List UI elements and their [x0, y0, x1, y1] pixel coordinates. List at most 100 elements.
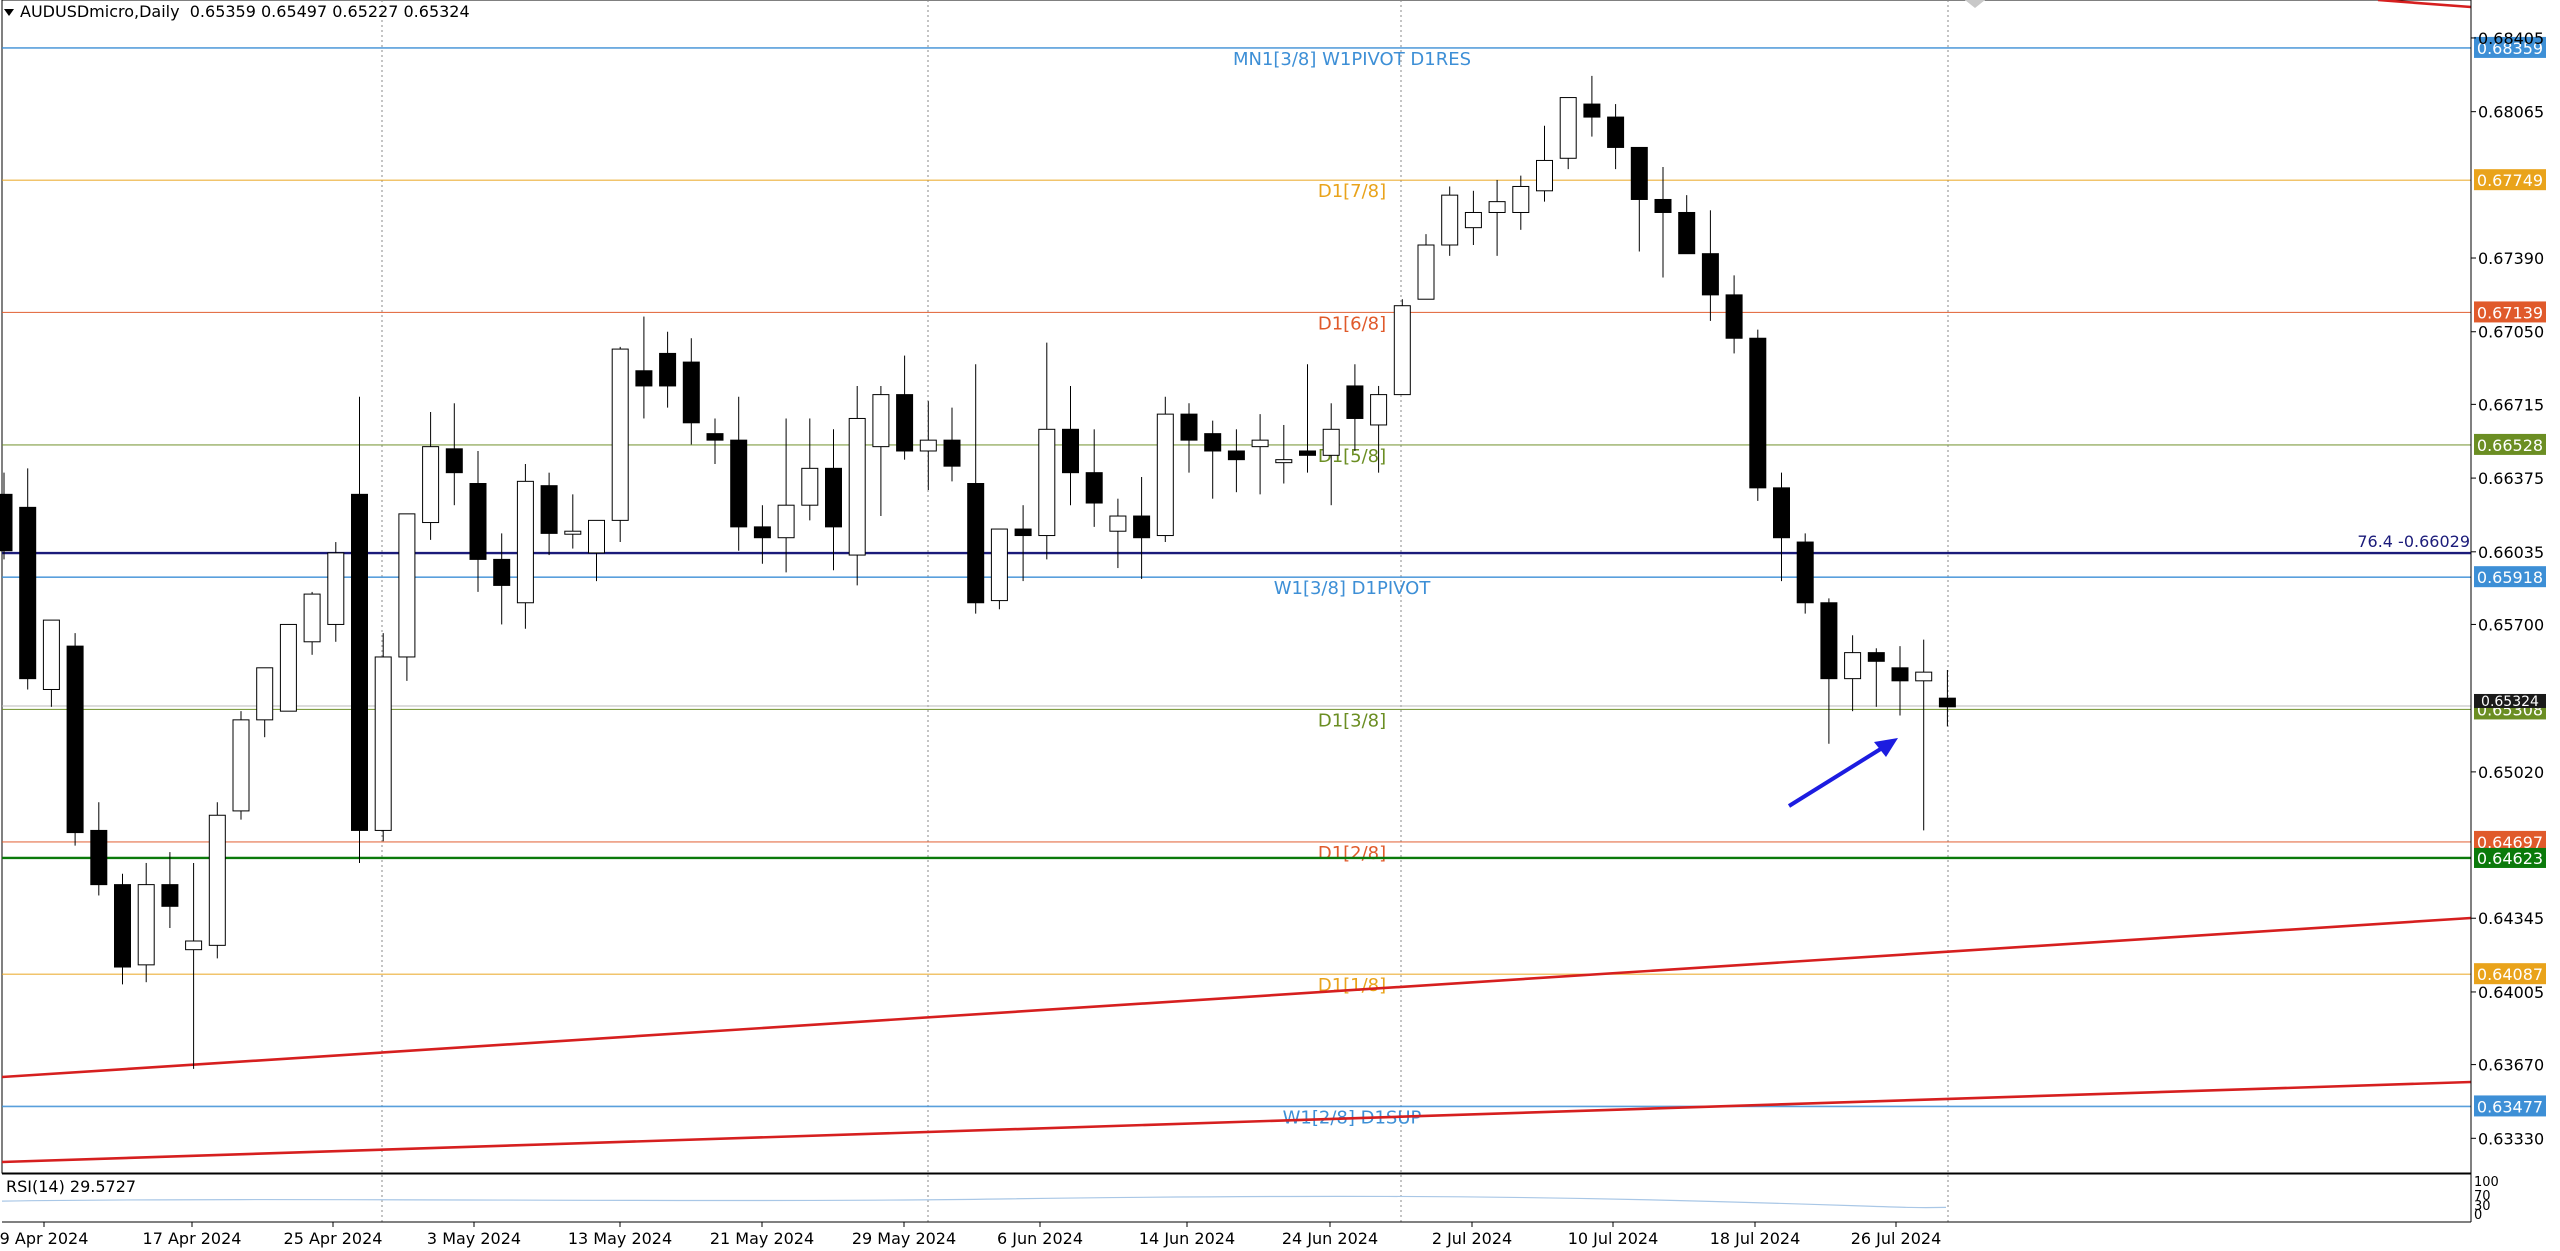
time-tick-label: 26 Jul 2024	[1851, 1229, 1942, 1248]
rsi-level-label: 0	[2474, 1208, 2482, 1223]
annotations	[1787, 738, 1898, 808]
time-tick-label: 9 Apr 2024	[0, 1229, 88, 1248]
candle-body	[1180, 413, 1198, 441]
time-tick-label: 29 May 2024	[852, 1229, 956, 1248]
candle-body	[1559, 97, 1577, 159]
candle	[1204, 420, 1222, 499]
candle	[42, 619, 60, 707]
candle-body	[232, 719, 250, 812]
rsi-line	[1, 1195, 1947, 1209]
level-label: D1[3/8]	[1318, 710, 1386, 731]
candle-body	[114, 884, 131, 968]
candle-body	[161, 884, 179, 907]
rsi-level-label: 70	[2474, 1189, 2491, 1204]
candle-body	[1417, 244, 1435, 300]
candle-body	[1725, 294, 1743, 339]
candle	[1630, 146, 1648, 252]
level-price-label: 0.67139	[2477, 303, 2543, 322]
candle-body	[967, 483, 985, 604]
candle	[1536, 125, 1553, 202]
candle	[114, 873, 131, 985]
candle-body	[1630, 146, 1648, 200]
candle	[351, 396, 368, 863]
candle	[753, 505, 771, 564]
candle-body	[706, 433, 724, 441]
candle-body	[588, 519, 605, 554]
candle-body	[1346, 385, 1364, 419]
candle-body	[1820, 602, 1838, 680]
candle-body	[1085, 472, 1103, 504]
candle-body	[730, 439, 748, 528]
candle	[398, 513, 416, 681]
candle	[635, 316, 653, 419]
candle	[872, 385, 890, 517]
rsi-level-label: 100	[2474, 1175, 2499, 1190]
time-tick-label: 10 Jul 2024	[1568, 1229, 1659, 1248]
candle	[1654, 166, 1672, 278]
level-label: D1[1/8]	[1318, 975, 1386, 996]
candle	[516, 463, 534, 629]
candle-body	[1109, 515, 1127, 532]
candle	[445, 403, 463, 506]
candle-body	[848, 417, 866, 556]
candle-body	[943, 439, 961, 467]
level-label: D1[7/8]	[1318, 181, 1386, 202]
level-price-box	[2474, 566, 2546, 588]
candle	[1867, 648, 1885, 707]
current-price-box	[2474, 693, 2546, 708]
rsi-level-label: 30	[2474, 1199, 2491, 1214]
candle	[327, 542, 345, 642]
symbol-title: AUDUSDmicro,Daily	[20, 2, 180, 21]
candle-body	[398, 513, 416, 658]
candle	[256, 667, 274, 738]
candle-body	[1393, 305, 1411, 396]
upper-trend-line	[1, 916, 2472, 1079]
candle-body	[19, 506, 37, 680]
candle-body	[445, 448, 463, 474]
time-axis: 9 Apr 2024 17 Apr 2024 25 Apr 2024 3 May 20…	[0, 1221, 2471, 1248]
candle-body	[1062, 428, 1079, 474]
support-price-box	[2474, 847, 2546, 868]
candle	[1512, 175, 1530, 230]
price-tick-label: 0.68065	[2478, 103, 2544, 122]
candle-body	[825, 467, 842, 528]
candle	[469, 450, 487, 592]
candle	[1915, 639, 1933, 831]
price-tick-label: 0.66375	[2478, 469, 2544, 488]
candle	[90, 802, 108, 896]
level-price-label: 0.66528	[2477, 436, 2543, 455]
candle	[1701, 210, 1719, 321]
candle-body	[422, 446, 440, 524]
candle-body	[1441, 194, 1459, 246]
level-price-box	[2474, 169, 2546, 191]
candle-body	[1227, 450, 1245, 461]
trend-lines	[1, 0, 2472, 1164]
symbol-info[interactable]: AUDUSDmicro,Daily 0.65359 0.65497 0.6522…	[4, 2, 470, 21]
candle	[1299, 364, 1316, 473]
candle-body	[611, 348, 629, 521]
collapse-triangle-icon[interactable]	[4, 9, 14, 16]
candle-body	[42, 619, 60, 690]
candle	[1583, 75, 1601, 137]
candle	[493, 533, 511, 625]
candle	[1464, 190, 1482, 246]
candle	[1820, 598, 1838, 744]
candle	[1322, 403, 1340, 506]
arrow-head-icon	[1874, 738, 1898, 757]
candle	[208, 802, 226, 959]
candle	[1156, 396, 1174, 543]
candle-body	[1796, 541, 1814, 604]
candle	[1844, 635, 1862, 712]
time-tick-label: 13 May 2024	[568, 1229, 672, 1248]
candle	[1038, 342, 1056, 560]
candle	[730, 396, 748, 551]
candle	[1749, 329, 1767, 501]
candle	[588, 519, 605, 582]
candle-body	[1299, 450, 1316, 456]
candle	[1417, 234, 1435, 300]
level-label: MN1[3/8] W1PIVOT D1RES	[1233, 49, 1471, 70]
candle-body	[1322, 428, 1340, 456]
price-axis: 0.68405 0.68065 0.67390 0.67050 0.66715 0.663…	[2470, 0, 2544, 1222]
candle	[1251, 414, 1269, 495]
